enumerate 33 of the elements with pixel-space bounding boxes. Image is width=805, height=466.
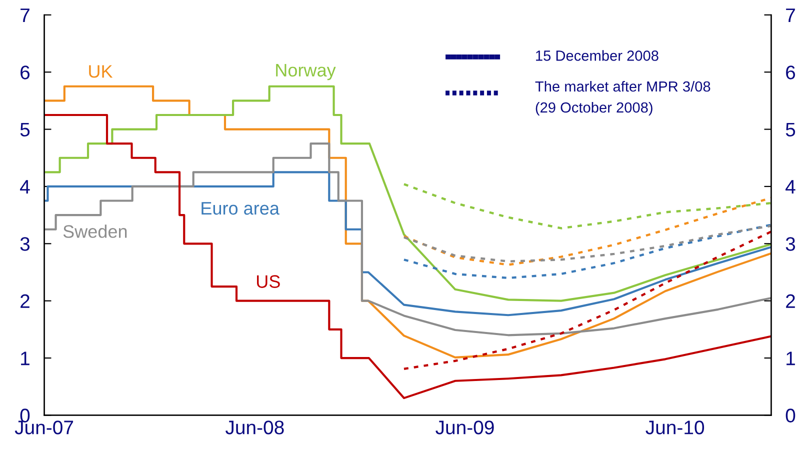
y2-tick-label: 4 <box>786 180 796 194</box>
line-series <box>402 230 772 370</box>
y-tick-label: 1 <box>21 352 30 366</box>
y-tick-label: 5 <box>20 122 30 137</box>
y2-tick-label: 3 <box>786 237 796 251</box>
annotation: The market after MPR 3/08 (29 October 2008) <box>535 80 710 116</box>
series-label: Sweden <box>63 224 127 238</box>
x-tick-label: Jun-07 <box>14 420 74 434</box>
line-series <box>402 183 772 230</box>
annotation: 15 December 2008 <box>536 50 658 61</box>
y-tick-label: 3 <box>20 237 30 251</box>
y2-tick-label: 6 <box>786 66 796 80</box>
x-tick-label: Jun-10 <box>646 420 704 434</box>
y2-tick-label: 1 <box>786 352 795 366</box>
series-label: Norway <box>276 64 336 80</box>
x-tick-label: Jun-09 <box>436 420 494 434</box>
line-series <box>44 114 772 400</box>
series-label: Euro area <box>202 202 280 215</box>
series-label: US <box>257 275 280 288</box>
series-label: UK <box>89 65 113 78</box>
line-series <box>402 224 772 262</box>
y2-tick-label: 5 <box>786 122 796 137</box>
y-tick-label: 0 <box>20 408 30 422</box>
y-tick-label: 7 <box>20 8 30 22</box>
y2-tick-label: 2 <box>786 294 795 308</box>
y-tick-label: 4 <box>20 180 30 194</box>
y-tick-label: 2 <box>20 294 30 308</box>
line-series <box>44 142 772 336</box>
line-series <box>402 224 772 280</box>
y2-tick-label: 7 <box>786 8 795 22</box>
y2-tick-label: 0 <box>786 408 796 422</box>
x-tick-label: Jun-08 <box>226 420 284 434</box>
y-tick-label: 6 <box>20 66 30 80</box>
